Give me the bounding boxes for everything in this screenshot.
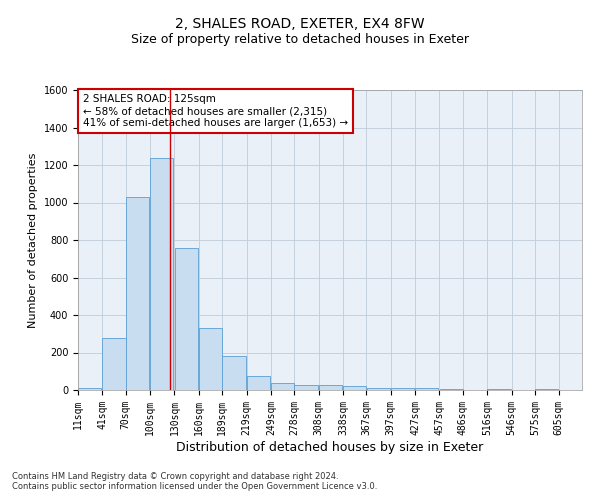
Bar: [175, 248, 198, 390]
Bar: [343, 386, 367, 390]
Bar: [199, 328, 222, 390]
Text: 2 SHALES ROAD: 125sqm
← 58% of detached houses are smaller (2,315)
41% of semi-d: 2 SHALES ROAD: 125sqm ← 58% of detached …: [83, 94, 348, 128]
Text: Contains HM Land Registry data © Crown copyright and database right 2024.: Contains HM Land Registry data © Crown c…: [12, 472, 338, 481]
Bar: [440, 389, 463, 390]
Bar: [103, 338, 125, 390]
Bar: [367, 388, 390, 390]
Bar: [223, 356, 245, 390]
Text: 2, SHALES ROAD, EXETER, EX4 8FW: 2, SHALES ROAD, EXETER, EX4 8FW: [175, 18, 425, 32]
Bar: [271, 382, 294, 390]
Bar: [319, 385, 342, 390]
Bar: [295, 385, 318, 390]
Text: Size of property relative to detached houses in Exeter: Size of property relative to detached ho…: [131, 32, 469, 46]
Bar: [150, 158, 173, 390]
Bar: [78, 388, 101, 390]
Bar: [391, 388, 414, 390]
Y-axis label: Number of detached properties: Number of detached properties: [28, 152, 38, 328]
Bar: [247, 376, 270, 390]
Text: Contains public sector information licensed under the Open Government Licence v3: Contains public sector information licen…: [12, 482, 377, 491]
Bar: [487, 389, 511, 390]
Bar: [126, 197, 149, 390]
Bar: [535, 389, 559, 390]
X-axis label: Distribution of detached houses by size in Exeter: Distribution of detached houses by size …: [176, 440, 484, 454]
Bar: [415, 388, 439, 390]
